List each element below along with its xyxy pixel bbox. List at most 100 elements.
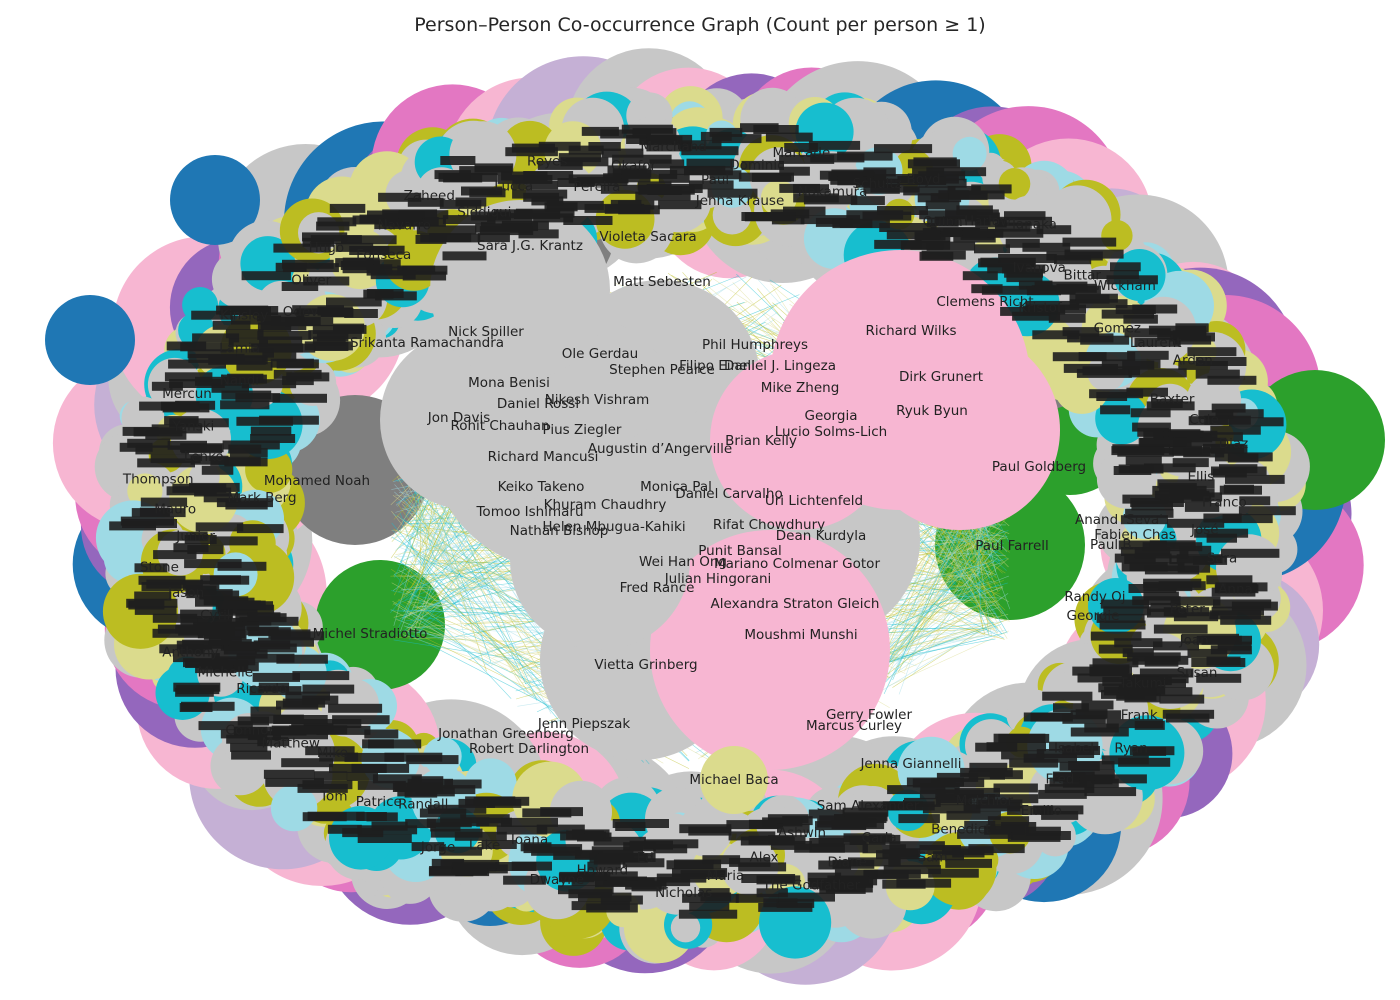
ring-label-mark bbox=[1100, 599, 1149, 609]
ring-label-mark bbox=[218, 600, 261, 610]
ring-label-mark bbox=[220, 400, 270, 410]
ring-label-mark bbox=[1116, 691, 1157, 701]
graph-edge bbox=[943, 526, 1008, 634]
node-label: Daniel J. Lingeza bbox=[724, 358, 836, 374]
ring-label-mark bbox=[1238, 506, 1296, 516]
ring-label-mark bbox=[581, 126, 619, 136]
ring-label-mark bbox=[233, 726, 268, 736]
node-label: Michael Baca bbox=[689, 772, 778, 788]
ring-label-mark bbox=[649, 159, 685, 169]
ring-label-mark bbox=[646, 142, 691, 152]
ring-label-mark bbox=[819, 881, 857, 891]
node-label: Cyril bbox=[200, 607, 230, 623]
ring-label-mark bbox=[228, 337, 268, 347]
ring-label-mark bbox=[192, 333, 240, 343]
ring-label-mark bbox=[1012, 311, 1061, 321]
ring-label-mark bbox=[849, 836, 886, 845]
ring-label-mark bbox=[512, 189, 568, 199]
ring-label-mark bbox=[134, 605, 177, 615]
ring-label-mark bbox=[230, 315, 282, 325]
ring-label-mark bbox=[1129, 464, 1164, 474]
ring-label-mark bbox=[187, 349, 237, 359]
node-label: Alexandra Straton Gleich bbox=[711, 596, 880, 612]
ring-label-mark bbox=[241, 379, 297, 389]
ring-label-mark bbox=[357, 780, 406, 790]
ring-label-mark bbox=[784, 143, 818, 152]
ring-label-mark bbox=[1210, 444, 1248, 454]
ring-label-mark bbox=[1172, 458, 1209, 468]
node-label: Ole Gerdau bbox=[562, 346, 638, 362]
graph-edge bbox=[394, 491, 462, 553]
ring-label-mark bbox=[1081, 700, 1114, 710]
ring-label-mark bbox=[738, 862, 787, 872]
ring-label-mark bbox=[1130, 408, 1171, 418]
node-label: Dwayne bbox=[530, 872, 585, 888]
ring-label-mark bbox=[948, 190, 988, 200]
node-label: Tomoo Ishimaru bbox=[475, 504, 583, 520]
ring-label-mark bbox=[501, 171, 548, 181]
ring-label-mark bbox=[870, 183, 920, 193]
ring-label-mark bbox=[932, 851, 964, 861]
ring-label-mark bbox=[612, 154, 672, 164]
ring-label-mark bbox=[398, 210, 449, 220]
node-label: Schultz bbox=[852, 176, 901, 192]
ring-label-mark bbox=[919, 178, 967, 188]
ring-label-mark bbox=[848, 857, 901, 867]
node-label: Nicholas bbox=[655, 885, 712, 901]
ring-label-mark bbox=[712, 134, 762, 144]
ring-label-mark bbox=[1000, 306, 1051, 316]
ring-label-mark bbox=[684, 166, 733, 176]
ring-label-mark bbox=[1191, 658, 1246, 667]
ring-label-mark bbox=[1078, 352, 1136, 362]
ring-label-mark bbox=[1032, 330, 1080, 340]
ring-label-mark bbox=[1175, 323, 1209, 333]
ring-label-mark bbox=[862, 844, 906, 854]
node-label: Randy Oj bbox=[1064, 589, 1125, 605]
ring-label-mark bbox=[249, 686, 302, 696]
ring-label-mark bbox=[1036, 749, 1095, 758]
node-label: Diaz bbox=[1219, 436, 1249, 452]
ring-label-mark bbox=[1126, 387, 1168, 397]
ring-label-mark bbox=[208, 636, 242, 646]
ring-label-mark bbox=[593, 836, 646, 846]
ring-label-mark bbox=[866, 174, 924, 183]
node-label: Keiko Takeno bbox=[498, 479, 585, 495]
node-label: Georgie bbox=[1067, 608, 1120, 624]
node-label: Tanaka bbox=[1009, 217, 1057, 233]
ring-label-mark bbox=[546, 200, 604, 210]
ring-label-mark bbox=[968, 770, 1005, 780]
ring-label-mark bbox=[211, 383, 249, 393]
node-label: Daniel Rossi bbox=[497, 396, 579, 412]
ring-label-mark bbox=[927, 217, 959, 227]
ring-label-mark bbox=[346, 771, 378, 781]
node-label: Frank bbox=[1121, 707, 1158, 723]
ring-label-mark bbox=[1091, 774, 1147, 784]
ring-label-mark bbox=[1220, 615, 1272, 625]
node-label: Laurent bbox=[1130, 335, 1182, 351]
ring-label-mark bbox=[1124, 554, 1156, 564]
ring-label-mark bbox=[1052, 771, 1095, 781]
ring-label-mark bbox=[1169, 555, 1214, 565]
ring-label-mark bbox=[191, 310, 233, 320]
ring-label-mark bbox=[511, 861, 552, 871]
ring-label-mark bbox=[134, 591, 172, 601]
ring-label-mark bbox=[777, 823, 810, 833]
ring-label-mark bbox=[1212, 468, 1247, 478]
ring-label-mark bbox=[217, 561, 267, 571]
ring-label-mark bbox=[702, 855, 741, 865]
ring-label-mark bbox=[211, 649, 268, 659]
ring-label-mark bbox=[740, 123, 779, 133]
graph-node bbox=[860, 330, 1060, 530]
ring-label-mark bbox=[1144, 565, 1200, 575]
ring-label-mark bbox=[176, 685, 220, 695]
ring-label-mark bbox=[452, 862, 497, 872]
ring-label-mark bbox=[1228, 417, 1284, 427]
graph-node bbox=[430, 200, 610, 380]
ring-label-mark bbox=[133, 427, 183, 437]
ring-label-mark bbox=[876, 850, 920, 860]
ring-label-mark bbox=[246, 626, 279, 636]
node-label: Nandi bbox=[220, 373, 259, 389]
node-label: Ryan bbox=[1114, 740, 1147, 756]
ring-label-mark bbox=[700, 131, 732, 141]
